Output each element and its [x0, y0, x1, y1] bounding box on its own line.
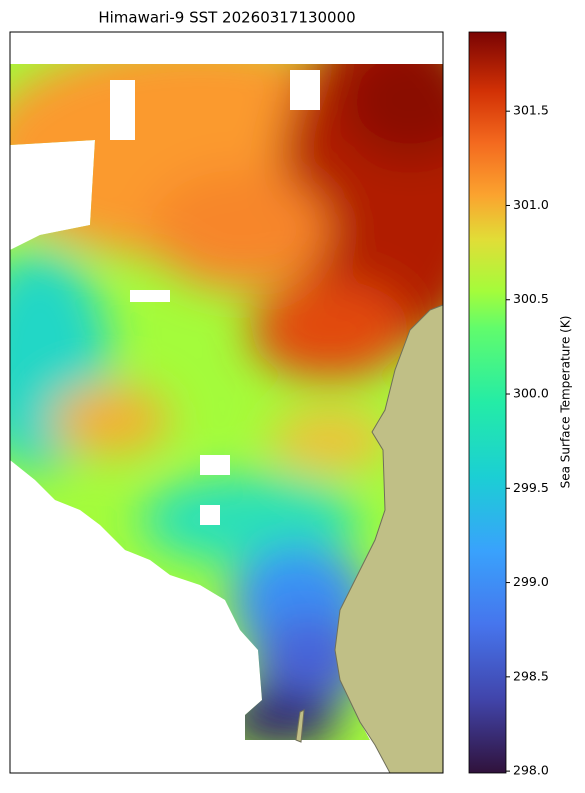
colorbar-tick-label: 298.5: [513, 668, 549, 683]
island: [295, 709, 305, 743]
colorbar-tick-label: 299.0: [513, 574, 549, 589]
colorbar-tick-label: 300.0: [513, 386, 549, 401]
colorbar-tick-label: 301.5: [513, 103, 549, 118]
colorbar-tick-label: 299.5: [513, 480, 549, 495]
colorbar-label: Sea Surface Temperature (K): [559, 316, 573, 489]
colorbar-tick-label: 300.5: [513, 291, 549, 306]
colorbar-tick-label: 298.0: [513, 763, 549, 778]
colorbar-frame: [468, 31, 507, 774]
land: [334, 304, 444, 774]
map-title: Himawari-9 SST 20260317130000: [98, 9, 355, 27]
colorbar-tick-label: 301.0: [513, 197, 549, 212]
map-frame: [9, 31, 444, 774]
colorbar: [469, 32, 506, 773]
